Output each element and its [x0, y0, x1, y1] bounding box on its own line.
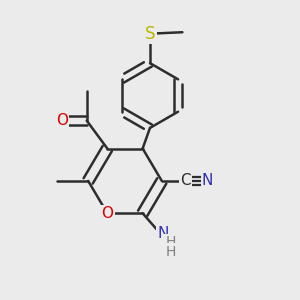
Text: C: C — [180, 173, 190, 188]
Text: O: O — [101, 206, 113, 221]
Text: H: H — [165, 235, 176, 249]
Text: S: S — [145, 25, 155, 43]
Text: H: H — [165, 244, 176, 259]
Text: O: O — [56, 113, 68, 128]
Text: N: N — [202, 173, 213, 188]
Text: N: N — [158, 226, 169, 241]
